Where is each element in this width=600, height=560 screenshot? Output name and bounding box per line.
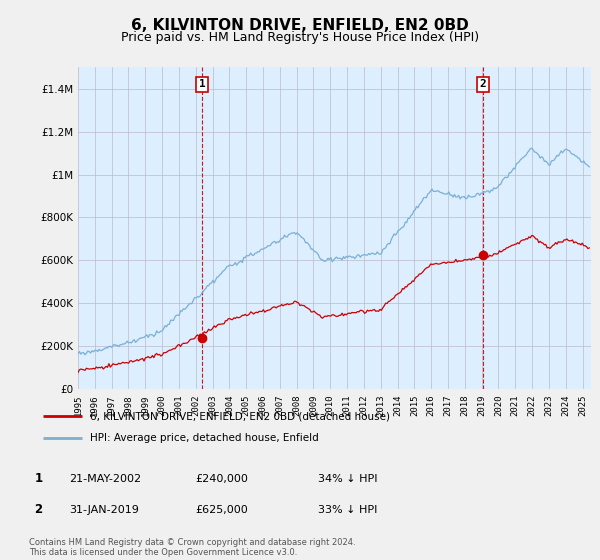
Text: 33% ↓ HPI: 33% ↓ HPI <box>318 505 377 515</box>
Text: 6, KILVINTON DRIVE, ENFIELD, EN2 0BD (detached house): 6, KILVINTON DRIVE, ENFIELD, EN2 0BD (de… <box>91 411 391 421</box>
Text: HPI: Average price, detached house, Enfield: HPI: Average price, detached house, Enfi… <box>91 433 319 443</box>
Text: 2: 2 <box>34 503 43 516</box>
Text: 6, KILVINTON DRIVE, ENFIELD, EN2 0BD: 6, KILVINTON DRIVE, ENFIELD, EN2 0BD <box>131 18 469 33</box>
Text: £625,000: £625,000 <box>195 505 248 515</box>
Text: 34% ↓ HPI: 34% ↓ HPI <box>318 474 377 484</box>
Text: Price paid vs. HM Land Registry's House Price Index (HPI): Price paid vs. HM Land Registry's House … <box>121 31 479 44</box>
Text: 1: 1 <box>34 472 43 486</box>
Text: 31-JAN-2019: 31-JAN-2019 <box>69 505 139 515</box>
Text: Contains HM Land Registry data © Crown copyright and database right 2024.
This d: Contains HM Land Registry data © Crown c… <box>29 538 355 557</box>
Text: £240,000: £240,000 <box>195 474 248 484</box>
Text: 1: 1 <box>199 80 206 90</box>
Text: 2: 2 <box>479 80 487 90</box>
Text: 21-MAY-2002: 21-MAY-2002 <box>69 474 141 484</box>
